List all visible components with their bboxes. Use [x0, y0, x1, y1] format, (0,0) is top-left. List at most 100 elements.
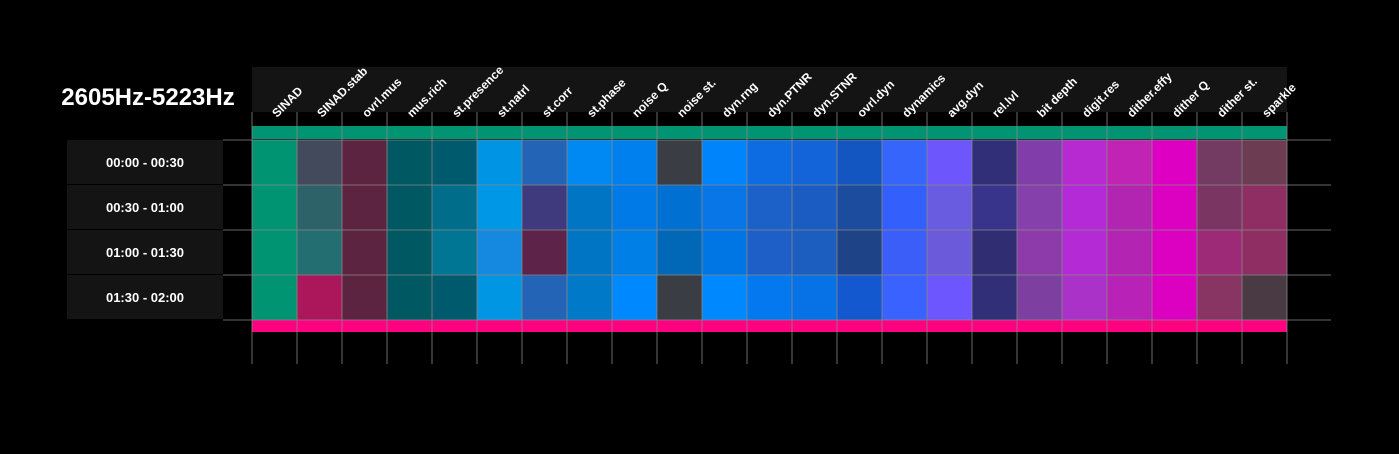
heatmap-cell [342, 275, 387, 320]
heatmap-cell [297, 275, 342, 320]
heatmap-cell [252, 185, 297, 230]
heatmap-cell [1017, 185, 1062, 230]
heatmap-cell [882, 230, 927, 275]
heatmap-cell [837, 140, 882, 185]
heatmap-cell [1197, 275, 1242, 320]
heatmap-cell [1152, 185, 1197, 230]
heatmap-cell [477, 275, 522, 320]
heatmap-cell [1062, 185, 1107, 230]
column-header-band [252, 67, 1287, 112]
heatmap-cell [477, 230, 522, 275]
heatmap-cell [1197, 185, 1242, 230]
heatmap-cell [297, 230, 342, 275]
heatmap-cell [1017, 275, 1062, 320]
heatmap-cell [702, 185, 747, 230]
heatmap-cell [1062, 230, 1107, 275]
heatmap-cell [522, 185, 567, 230]
heatmap-cell [342, 185, 387, 230]
heatmap-cell [567, 140, 612, 185]
heatmap-cell [1017, 230, 1062, 275]
top-color-band [252, 126, 1287, 139]
heatmap-cell [342, 230, 387, 275]
heatmap-cell [1152, 275, 1197, 320]
row-label: 00:00 - 00:30 [106, 155, 184, 170]
heatmap-cell [432, 140, 477, 185]
heatmap-cell [747, 185, 792, 230]
heatmap-cell [477, 140, 522, 185]
heatmap-cell [567, 275, 612, 320]
heatmap-cell [1152, 140, 1197, 185]
heatmap-cell [1242, 230, 1287, 275]
heatmap-cell [522, 230, 567, 275]
heatmap-cell [702, 140, 747, 185]
heatmap-cell [612, 185, 657, 230]
heatmap-cell [432, 275, 477, 320]
heatmap-cell [747, 230, 792, 275]
heatmap-cell [387, 185, 432, 230]
chart-title: 2605Hz-5223Hz [61, 84, 234, 111]
heatmap-cell [972, 230, 1017, 275]
heatmap-cell [612, 140, 657, 185]
heatmap-cell [1107, 275, 1152, 320]
heatmap-cell [1197, 230, 1242, 275]
heatmap-cell [1242, 140, 1287, 185]
heatmap-cell [837, 230, 882, 275]
heatmap-cell [657, 140, 702, 185]
heatmap-cell [387, 230, 432, 275]
heatmap-cell [882, 275, 927, 320]
bottom-color-band [252, 320, 1287, 332]
heatmap-cell [522, 140, 567, 185]
heatmap-cell [702, 230, 747, 275]
heatmap-cell [342, 140, 387, 185]
heatmap-cell [747, 275, 792, 320]
heatmap-cell [252, 275, 297, 320]
heatmap-cell [792, 275, 837, 320]
heatmap-cell [1107, 230, 1152, 275]
heatmap-cell [297, 140, 342, 185]
heatmap-cell [972, 275, 1017, 320]
heatmap-cell [1017, 140, 1062, 185]
heatmap-cell [927, 275, 972, 320]
heatmap-cell [252, 140, 297, 185]
heatmap-cell [432, 230, 477, 275]
heatmap-cell [1242, 275, 1287, 320]
row-label-box [67, 185, 223, 229]
heatmap-cell [657, 275, 702, 320]
heatmap-cell [432, 185, 477, 230]
heatmap-cell [972, 140, 1017, 185]
heatmap-cell [612, 230, 657, 275]
heatmap-cell [1107, 185, 1152, 230]
label-boxes [67, 67, 1287, 319]
row-label: 00:30 - 01:00 [106, 200, 184, 215]
heatmap-cells [252, 126, 1287, 332]
heatmap-cell [1242, 185, 1287, 230]
heatmap-cell [387, 275, 432, 320]
heatmap-cell [657, 230, 702, 275]
heatmap-cell [1152, 230, 1197, 275]
heatmap-cell [1062, 140, 1107, 185]
heatmap-cell [927, 230, 972, 275]
heatmap-cell [567, 185, 612, 230]
row-label: 01:30 - 02:00 [106, 290, 184, 305]
heatmap-cell [837, 275, 882, 320]
row-label-box [67, 275, 223, 319]
row-label-box [67, 140, 223, 184]
heatmap-cell [882, 185, 927, 230]
row-label: 01:00 - 01:30 [106, 245, 184, 260]
grid-lines [223, 112, 1331, 364]
heatmap-cell [252, 230, 297, 275]
heatmap-cell [1197, 140, 1242, 185]
heatmap-cell [747, 140, 792, 185]
heatmap-cell [972, 185, 1017, 230]
heatmap-cell [567, 230, 612, 275]
heatmap-cell [1107, 140, 1152, 185]
heatmap-cell [522, 275, 567, 320]
heatmap-cell [387, 140, 432, 185]
heatmap-cell [702, 275, 747, 320]
heatmap-cell [792, 140, 837, 185]
heatmap-cell [882, 140, 927, 185]
row-labels: 00:00 - 00:30 00:30 - 01:00 01:00 - 01:30 0… [106, 155, 184, 305]
heatmap-cell [612, 275, 657, 320]
heatmap-cell [927, 185, 972, 230]
